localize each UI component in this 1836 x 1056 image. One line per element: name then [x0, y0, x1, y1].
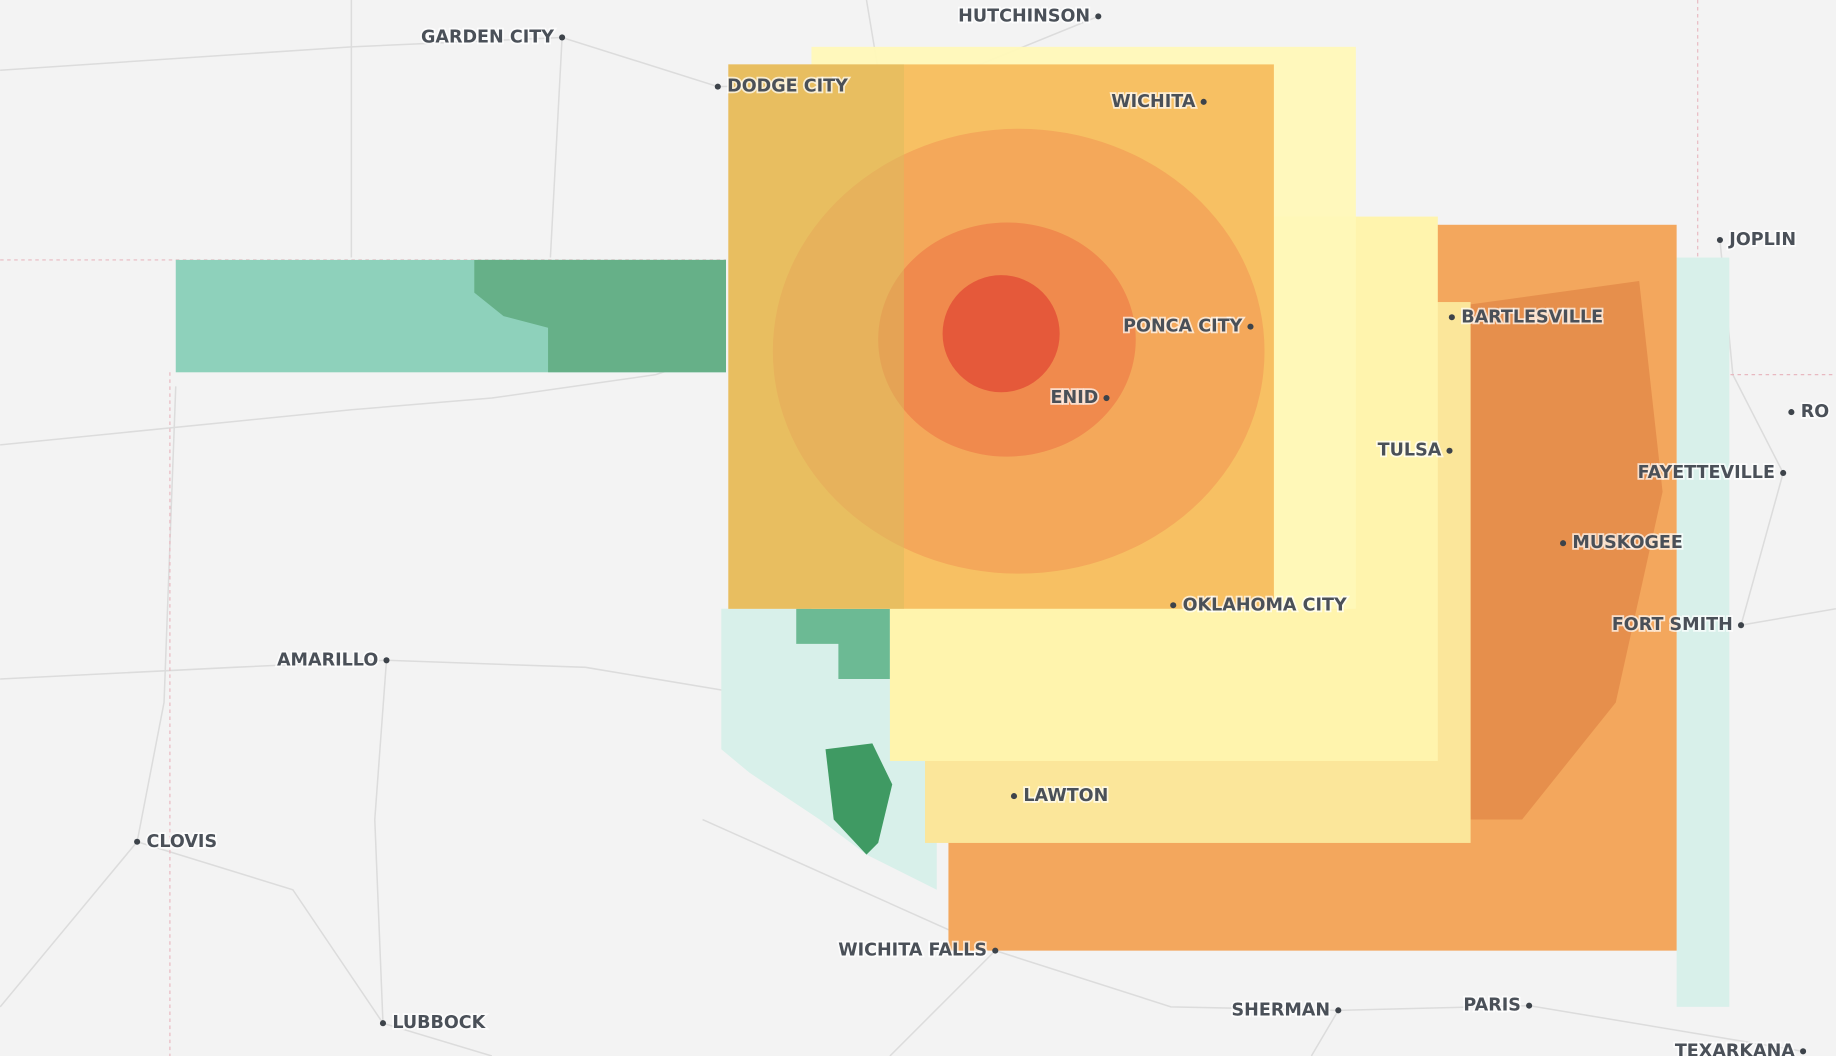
city-label: JOPLIN	[1728, 230, 1796, 250]
city-dot	[1737, 622, 1745, 629]
city-label: LAWTON	[1023, 786, 1108, 806]
city-label: TEXARKANA	[1675, 1041, 1795, 1056]
city-dot	[1780, 469, 1787, 477]
orange-dark	[1470, 280, 1663, 820]
teal-east	[1676, 257, 1730, 1007]
city-dot	[1200, 98, 1207, 105]
city-dot	[383, 657, 390, 664]
city-label: CLOVIS	[146, 832, 217, 852]
city-dot	[1335, 1007, 1342, 1014]
green-river	[825, 743, 893, 855]
city-dot	[992, 947, 999, 954]
city-label: MUSKOGEE	[1572, 533, 1682, 553]
city-dot	[559, 34, 566, 41]
city-dot	[714, 83, 721, 90]
city-label: LUBBOCK	[392, 1013, 486, 1033]
city-label: WICHITA FALLS	[838, 941, 987, 961]
city-label: FORT SMITH	[1612, 615, 1733, 635]
city-label: AMARILLO	[277, 650, 378, 670]
city-label: BARTLESVILLE	[1461, 307, 1603, 327]
city-dot	[1788, 409, 1795, 416]
city-label: DODGE CITY	[727, 77, 848, 97]
city-dot	[1170, 602, 1177, 609]
city-dot	[134, 838, 141, 845]
city-label: SHERMAN	[1232, 1000, 1331, 1020]
city-dot	[1103, 395, 1110, 402]
red-core	[942, 275, 1060, 393]
city-dot	[1010, 793, 1018, 800]
city-label: ENID	[1051, 388, 1099, 408]
city-label: OKLAHOMA CITY	[1183, 595, 1347, 615]
city-dot	[1560, 540, 1567, 547]
city-dot	[1800, 1048, 1807, 1055]
green-dark	[474, 259, 726, 373]
city-dot	[1526, 1002, 1533, 1009]
city-label: WICHITA	[1111, 92, 1196, 112]
olive-edge	[728, 64, 904, 609]
city-labels: HUTCHINSON GARDEN CITY DODGE CITY WICHITA JO…	[134, 5, 1831, 1056]
city-label: TULSA	[1378, 441, 1442, 461]
green-counties	[796, 608, 890, 680]
city-dot	[1095, 13, 1102, 20]
city-label: RO	[1801, 402, 1830, 422]
city-dot	[1446, 447, 1453, 454]
city-label: FAYETTEVILLE	[1638, 463, 1775, 483]
data-layers	[175, 46, 1730, 1007]
city-dot	[379, 1020, 387, 1027]
city-label: GARDEN CITY	[421, 27, 554, 47]
city-label: PARIS	[1463, 996, 1521, 1016]
city-label: HUTCHINSON	[958, 6, 1090, 26]
city-dot	[1716, 236, 1723, 244]
city-label: PONCA CITY	[1123, 317, 1242, 337]
city-dot	[1247, 323, 1254, 330]
city-dot	[1448, 314, 1455, 321]
